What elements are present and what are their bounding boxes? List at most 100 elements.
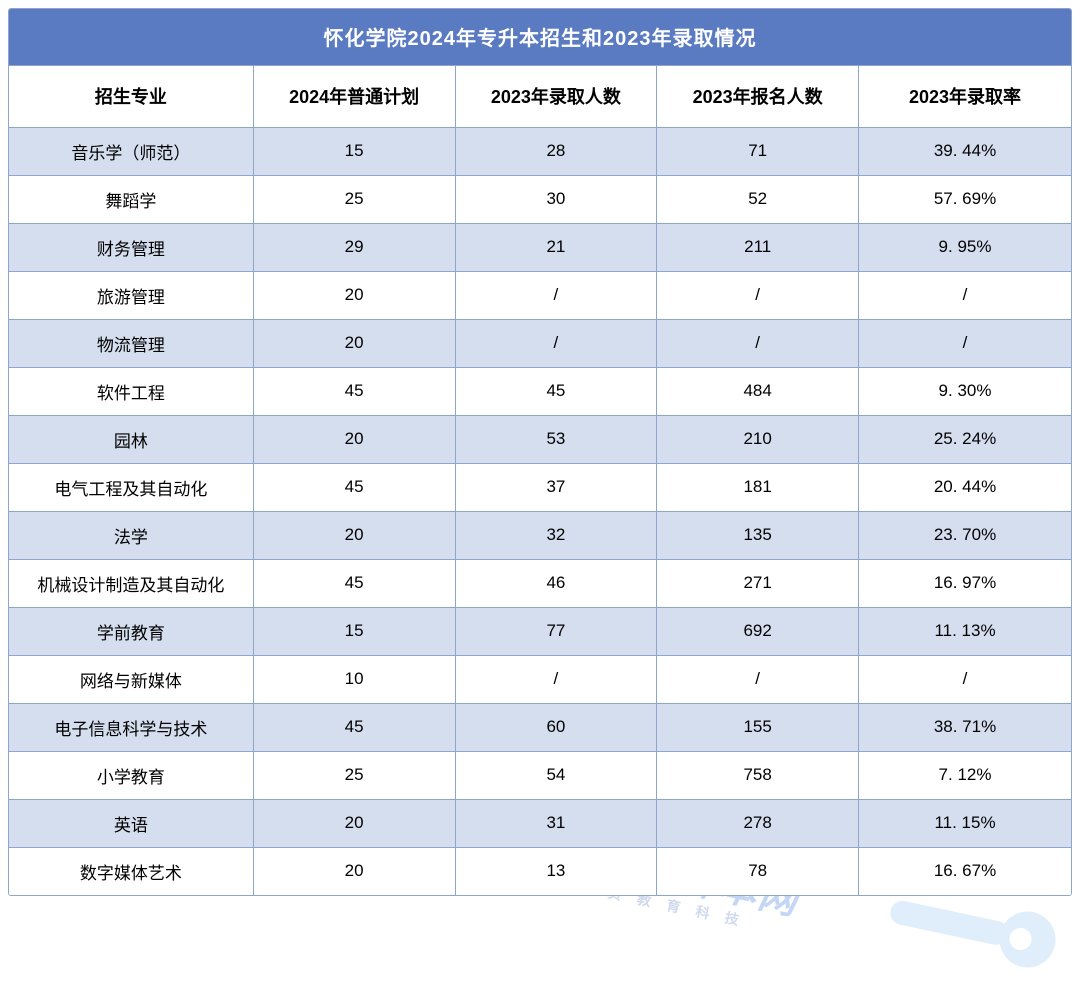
table-row: 英语203127811. 15% — [9, 799, 1071, 847]
cell-value: / — [859, 655, 1071, 703]
cell-value: 20 — [253, 847, 455, 895]
table-row: 软件工程45454849. 30% — [9, 367, 1071, 415]
cell-value: 25 — [253, 175, 455, 223]
admissions-table-container: 怀化学院2024年专升本招生和2023年录取情况 招生专业 2024年普通计划 … — [8, 8, 1072, 896]
cell-value: 10 — [253, 655, 455, 703]
cell-value: 15 — [253, 607, 455, 655]
cell-value: 45 — [455, 367, 657, 415]
cell-value: 37 — [455, 463, 657, 511]
cell-major: 电气工程及其自动化 — [9, 463, 253, 511]
cell-value: 23. 70% — [859, 511, 1071, 559]
col-header-apply-2023: 2023年报名人数 — [657, 65, 859, 127]
table-row: 数字媒体艺术20137816. 67% — [9, 847, 1071, 895]
cell-value: 25 — [253, 751, 455, 799]
cell-value: 32 — [455, 511, 657, 559]
cell-major: 音乐学（师范） — [9, 127, 253, 175]
cell-value: / — [455, 655, 657, 703]
col-header-plan-2024: 2024年普通计划 — [253, 65, 455, 127]
cell-value: 16. 97% — [859, 559, 1071, 607]
table-row: 电气工程及其自动化453718120. 44% — [9, 463, 1071, 511]
cell-value: / — [657, 655, 859, 703]
cell-major: 数字媒体艺术 — [9, 847, 253, 895]
cell-value: 211 — [657, 223, 859, 271]
cell-value: 15 — [253, 127, 455, 175]
cell-value: 39. 44% — [859, 127, 1071, 175]
cell-value: 21 — [455, 223, 657, 271]
table-header-row: 招生专业 2024年普通计划 2023年录取人数 2023年报名人数 2023年… — [9, 65, 1071, 127]
cell-value: 52 — [657, 175, 859, 223]
admissions-table: 怀化学院2024年专升本招生和2023年录取情况 招生专业 2024年普通计划 … — [9, 9, 1071, 895]
cell-value: 20. 44% — [859, 463, 1071, 511]
cell-value: 28 — [455, 127, 657, 175]
cell-major: 机械设计制造及其自动化 — [9, 559, 253, 607]
watermark-graphic — [994, 906, 1060, 972]
cell-value: 11. 13% — [859, 607, 1071, 655]
cell-value: 20 — [253, 319, 455, 367]
cell-value: 484 — [657, 367, 859, 415]
cell-major: 园林 — [9, 415, 253, 463]
cell-major: 物流管理 — [9, 319, 253, 367]
cell-value: 7. 12% — [859, 751, 1071, 799]
cell-value: 135 — [657, 511, 859, 559]
cell-major: 旅游管理 — [9, 271, 253, 319]
table-row: 小学教育25547587. 12% — [9, 751, 1071, 799]
cell-value: 45 — [253, 367, 455, 415]
cell-value: 11. 15% — [859, 799, 1071, 847]
cell-major: 英语 — [9, 799, 253, 847]
table-row: 财务管理29212119. 95% — [9, 223, 1071, 271]
cell-value: 155 — [657, 703, 859, 751]
col-header-admit-2023: 2023年录取人数 — [455, 65, 657, 127]
cell-value: 38. 71% — [859, 703, 1071, 751]
cell-value: 31 — [455, 799, 657, 847]
cell-value: 20 — [253, 511, 455, 559]
table-row: 学前教育157769211. 13% — [9, 607, 1071, 655]
cell-value: 60 — [455, 703, 657, 751]
cell-major: 电子信息科学与技术 — [9, 703, 253, 751]
cell-value: / — [859, 271, 1071, 319]
cell-value: 758 — [657, 751, 859, 799]
cell-major: 小学教育 — [9, 751, 253, 799]
cell-value: / — [455, 271, 657, 319]
cell-value: 278 — [657, 799, 859, 847]
cell-value: 57. 69% — [859, 175, 1071, 223]
table-row: 网络与新媒体10/// — [9, 655, 1071, 703]
table-row: 电子信息科学与技术456015538. 71% — [9, 703, 1071, 751]
cell-value: 53 — [455, 415, 657, 463]
cell-value: 54 — [455, 751, 657, 799]
table-row: 机械设计制造及其自动化454627116. 97% — [9, 559, 1071, 607]
table-row: 法学203213523. 70% — [9, 511, 1071, 559]
cell-major: 法学 — [9, 511, 253, 559]
cell-value: 20 — [253, 415, 455, 463]
col-header-rate-2023: 2023年录取率 — [859, 65, 1071, 127]
cell-value: / — [859, 319, 1071, 367]
table-row: 园林205321025. 24% — [9, 415, 1071, 463]
table-row: 旅游管理20/// — [9, 271, 1071, 319]
table-title: 怀化学院2024年专升本招生和2023年录取情况 — [9, 9, 1071, 65]
cell-value: 25. 24% — [859, 415, 1071, 463]
cell-value: 46 — [455, 559, 657, 607]
cell-value: / — [657, 319, 859, 367]
cell-value: 16. 67% — [859, 847, 1071, 895]
table-title-row: 怀化学院2024年专升本招生和2023年录取情况 — [9, 9, 1071, 65]
cell-value: 271 — [657, 559, 859, 607]
cell-value: 9. 95% — [859, 223, 1071, 271]
cell-value: / — [657, 271, 859, 319]
col-header-major: 招生专业 — [9, 65, 253, 127]
table-row: 物流管理20/// — [9, 319, 1071, 367]
cell-value: 181 — [657, 463, 859, 511]
cell-major: 软件工程 — [9, 367, 253, 415]
cell-value: 210 — [657, 415, 859, 463]
cell-value: 9. 30% — [859, 367, 1071, 415]
cell-value: 45 — [253, 703, 455, 751]
cell-value: 45 — [253, 463, 455, 511]
cell-major: 网络与新媒体 — [9, 655, 253, 703]
cell-value: 29 — [253, 223, 455, 271]
cell-major: 学前教育 — [9, 607, 253, 655]
cell-value: 77 — [455, 607, 657, 655]
cell-value: / — [455, 319, 657, 367]
table-row: 音乐学（师范）15287139. 44% — [9, 127, 1071, 175]
cell-value: 692 — [657, 607, 859, 655]
cell-value: 30 — [455, 175, 657, 223]
cell-value: 20 — [253, 799, 455, 847]
cell-value: 71 — [657, 127, 859, 175]
